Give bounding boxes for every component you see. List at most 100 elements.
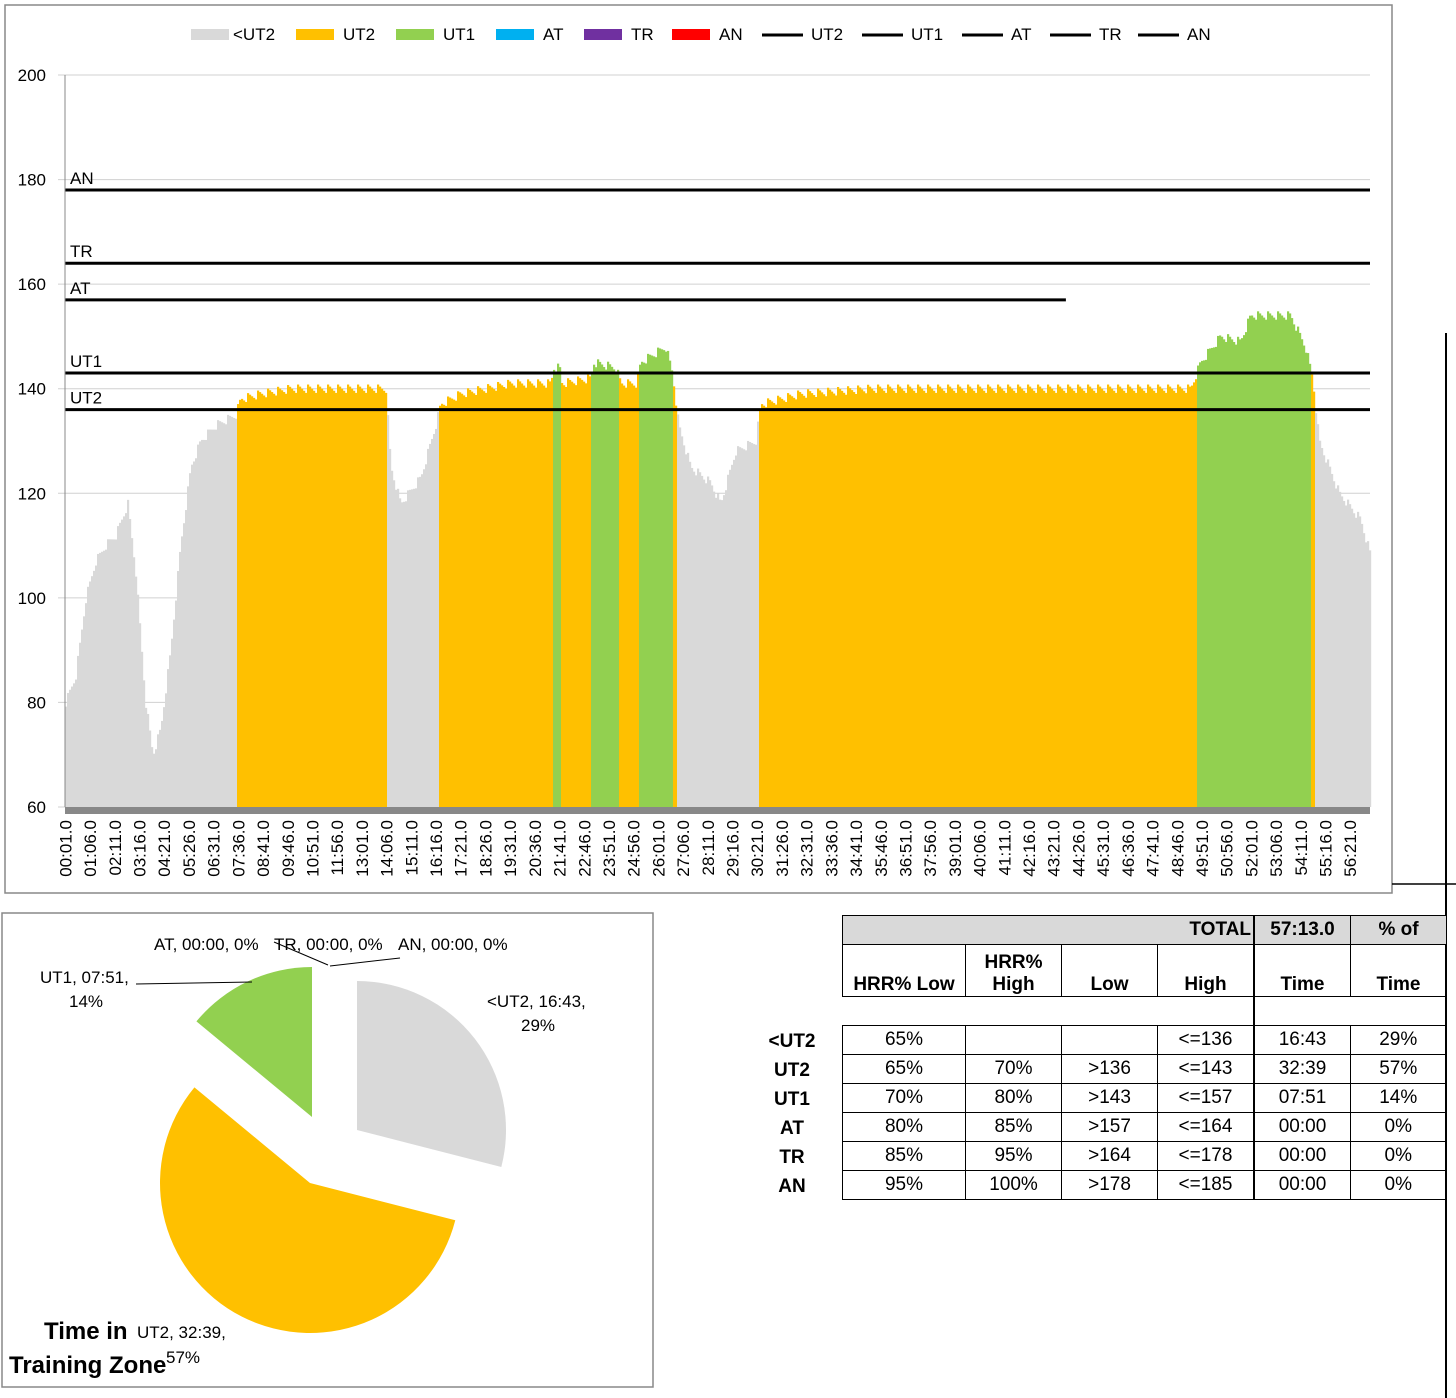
table-cell: <=157 (1157, 1083, 1255, 1113)
hr-bar (1175, 392, 1178, 807)
hr-bar (255, 399, 258, 807)
hr-bar (491, 387, 494, 807)
hr-bar (1357, 511, 1360, 807)
hr-bar (725, 490, 728, 807)
hr-bar (303, 390, 306, 807)
hr-bar (103, 550, 106, 807)
hr-bar (339, 386, 342, 807)
hr-bar (473, 393, 476, 807)
x-tick-label: 19:31.0 (501, 820, 520, 877)
hr-bar (979, 386, 982, 807)
table-cell: 80% (965, 1083, 1062, 1113)
hr-bar (1165, 392, 1168, 807)
hr-bar (923, 390, 926, 807)
x-tick-label: 34:41.0 (847, 820, 866, 877)
pie-label-an: AN, 00:00, 0% (398, 935, 508, 954)
legend-label: TR (1099, 25, 1122, 44)
header-pct-time: Time (1350, 944, 1446, 997)
hr-bar (545, 387, 548, 807)
hr-bar (685, 454, 688, 807)
hr-bar (663, 350, 666, 807)
hr-bar (171, 638, 174, 807)
hr-bar (1035, 392, 1038, 807)
pie-leader-line (329, 957, 401, 967)
hr-bar (89, 581, 92, 807)
hr-bar (1023, 390, 1026, 807)
hr-bar (681, 436, 684, 807)
hr-bar (925, 392, 928, 807)
hr-bar (649, 354, 652, 807)
hr-bar (423, 469, 426, 807)
hr-bar (1099, 386, 1102, 807)
hr-bar (999, 386, 1002, 807)
hr-bar (1193, 382, 1196, 807)
hr-bar (1347, 499, 1350, 807)
hr-bar (1213, 347, 1216, 807)
hr-bar (1097, 384, 1100, 807)
hr-bar (371, 388, 374, 807)
hr-bar (1227, 334, 1230, 807)
hr-bar (519, 381, 522, 807)
hr-bar (967, 384, 970, 807)
hr-bar (221, 422, 224, 807)
hr-bar (1065, 392, 1068, 807)
hr-bar (865, 393, 868, 807)
hr-bar (517, 379, 520, 807)
hr-bar (123, 516, 126, 807)
table-cell: 07:51 (1253, 1083, 1351, 1113)
hr-bar (325, 392, 328, 807)
hr-bar (411, 489, 414, 807)
hr-bar (1349, 504, 1352, 807)
hr-bar (117, 526, 120, 807)
hr-bar (623, 385, 626, 807)
x-tick-label: 01:06.0 (81, 820, 100, 877)
hr-bar (425, 464, 428, 807)
y-tick-label: 140 (18, 380, 46, 399)
hr-bar (593, 364, 596, 807)
hr-bar (1113, 390, 1116, 807)
hr-bar (575, 385, 578, 807)
hr-bar (687, 452, 690, 807)
hr-bar (1355, 517, 1358, 807)
hr-bar (379, 386, 382, 807)
hr-bar (927, 384, 930, 807)
hr-bar (133, 557, 136, 807)
hr-bar (777, 395, 780, 807)
hr-bar (669, 360, 672, 807)
hr-bar (917, 384, 920, 807)
hr-bar (345, 392, 348, 807)
hr-bar (241, 398, 244, 807)
pie-label-at: AT, 00:00, 0% (154, 935, 259, 954)
table-row: 80% 85% >157 <=164 00:00 0% (842, 1112, 1447, 1142)
hr-bar (427, 448, 430, 807)
table-cell: 00:00 (1253, 1141, 1351, 1171)
hr-bar (947, 384, 950, 807)
header-low: Low (1061, 944, 1158, 997)
table-row: 65% <=136 16:43 29% (842, 1025, 1447, 1055)
hr-bar (121, 519, 124, 807)
hr-bar (85, 603, 88, 807)
hr-bar (935, 392, 938, 807)
hr-bar (1173, 390, 1176, 807)
hr-bar (863, 391, 866, 807)
hr-bar (943, 390, 946, 807)
x-tick-label: 16:16.0 (427, 820, 446, 877)
hr-bar (407, 490, 410, 807)
hr-bar (705, 483, 708, 807)
pie-label-tr: TR, 00:00, 0% (274, 935, 383, 954)
x-tick-label: 30:21.0 (748, 820, 767, 877)
hr-bar (367, 384, 370, 807)
hr-bar (535, 387, 538, 807)
x-tick-label: 45:31.0 (1094, 820, 1113, 877)
hr-bar (167, 669, 170, 807)
hr-bar (913, 390, 916, 807)
y-tick-label: 80 (27, 693, 46, 712)
hr-bar (769, 399, 772, 807)
hr-bar (1027, 384, 1030, 807)
hr-bar (111, 539, 114, 807)
table-cell: 00:00 (1253, 1170, 1351, 1200)
hr-bar (163, 707, 166, 807)
hr-bar (413, 488, 416, 807)
hr-bar (107, 539, 110, 807)
hr-bar (1057, 384, 1060, 807)
